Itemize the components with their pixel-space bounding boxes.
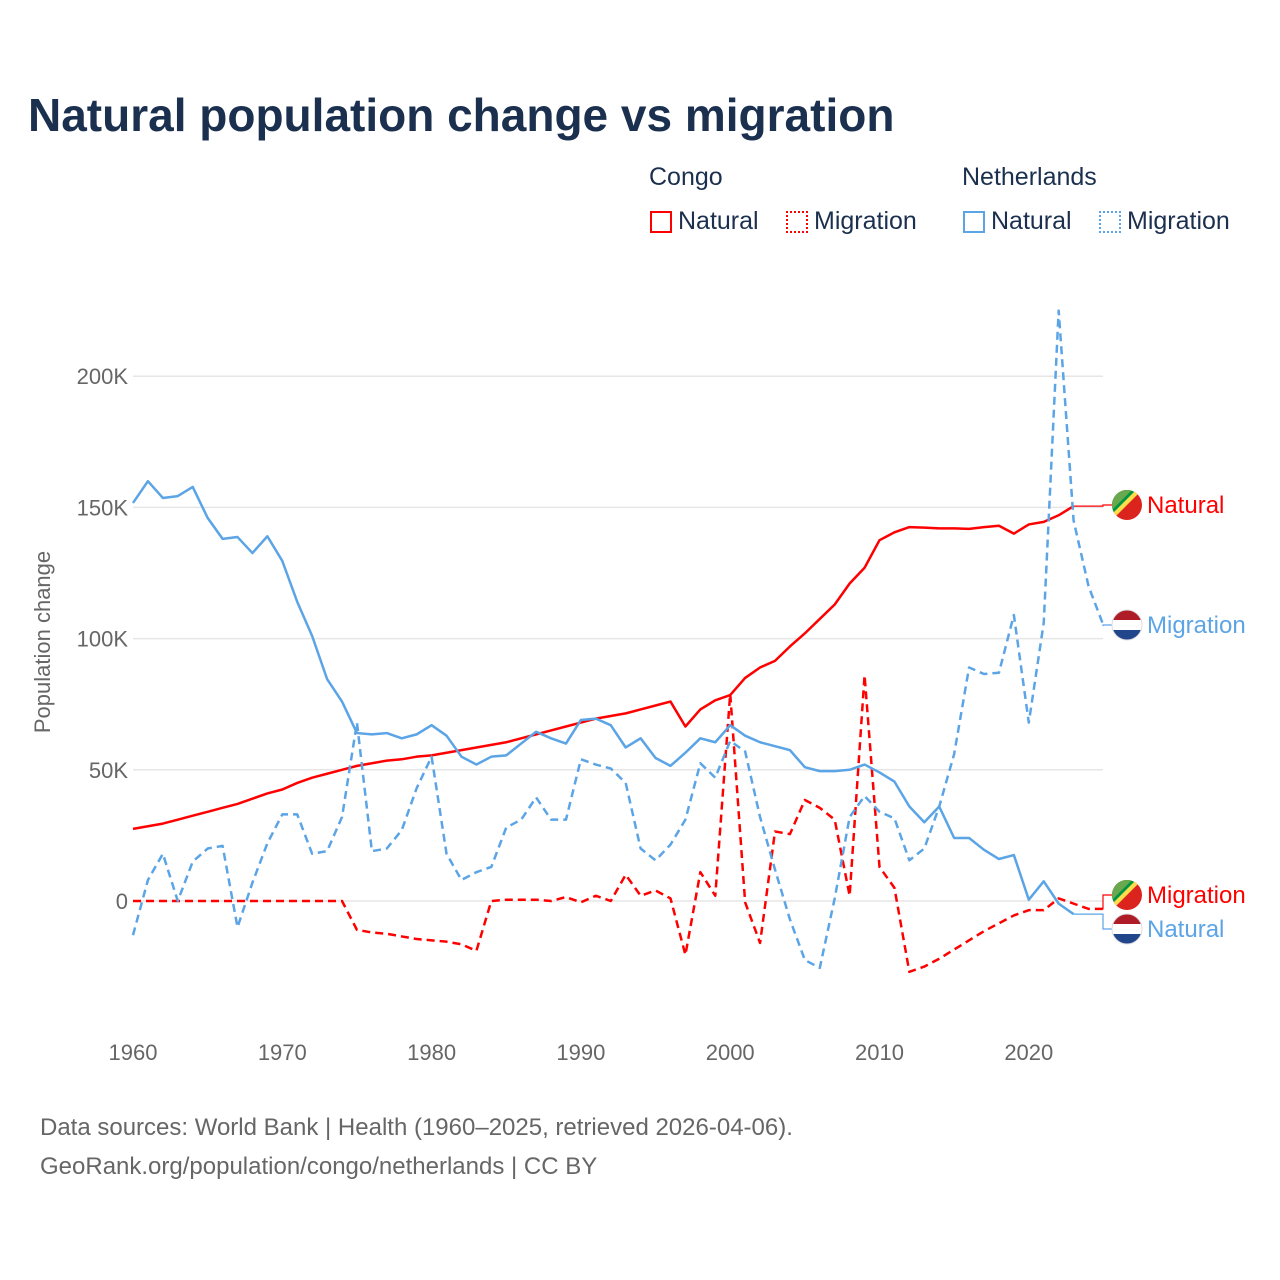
congo-flag-icon [1112, 880, 1142, 910]
legend-swatch-solid [650, 210, 672, 233]
series-line-netherlands-natural [131, 479, 1075, 916]
congo-flag-icon [1112, 490, 1142, 520]
flag-fill [1112, 490, 1142, 520]
x-tick-label: 1980 [407, 1040, 456, 1065]
y-tick-label: 0 [116, 889, 128, 914]
x-tick-label: 1990 [556, 1040, 605, 1065]
legend-swatch-solid [963, 210, 985, 233]
netherlands-flag-icon [1111, 913, 1143, 945]
legend-swatch-dotted [786, 210, 808, 233]
flag-fill [1112, 914, 1142, 944]
legend-netherlands-natural[interactable]: Natural [963, 207, 1072, 236]
legend-swatch-dotted [1099, 210, 1121, 233]
flag-green2 [1112, 490, 1133, 511]
x-tick-label: 2000 [706, 1040, 755, 1065]
label-connector [1102, 894, 1113, 910]
source-line-2[interactable]: GeoRank.org/population/congo/netherlands… [40, 1153, 598, 1180]
series-end-label: Migration [1147, 882, 1246, 909]
label-connector [1073, 504, 1113, 507]
series-end-label: Natural [1147, 916, 1224, 943]
chart-title: Natural population change vs migration [28, 89, 895, 141]
flag-fill [1112, 880, 1142, 910]
legend-label: Natural [678, 207, 759, 235]
legend-group-netherlands: Netherlands [962, 163, 1097, 191]
y-axis-label: Population change [30, 551, 55, 733]
legend-label: Natural [991, 207, 1072, 235]
flag-blue [1112, 630, 1142, 640]
y-tick-label: 200K [77, 364, 129, 389]
flag-white [1112, 620, 1142, 630]
source-line-1: Data sources: World Bank | Health (1960–… [40, 1114, 793, 1141]
legend-label: Migration [1127, 207, 1230, 235]
legend-label: Migration [814, 207, 917, 235]
y-tick-label: 100K [77, 627, 129, 652]
flag-blue [1112, 934, 1142, 944]
flag-green2 [1112, 880, 1133, 901]
flag-white [1112, 924, 1142, 934]
source-note: Data sources: World Bank | Health (1960–… [40, 1108, 793, 1186]
label-connector [1073, 913, 1113, 930]
flag-red [1112, 610, 1142, 620]
x-tick-label: 1960 [109, 1040, 158, 1065]
series-line-congo-natural [132, 505, 1075, 831]
legend-congo-natural[interactable]: Natural [650, 207, 759, 236]
legend-netherlands-migration[interactable]: Migration [1099, 207, 1230, 236]
series-line-netherlands-migration [131, 309, 1105, 970]
x-tick-label: 2020 [1004, 1040, 1053, 1065]
flag-red [1112, 914, 1142, 924]
flag-fill [1112, 610, 1142, 640]
flag-border [1111, 609, 1143, 641]
y-tick-label: 50K [89, 758, 128, 783]
series-line-congo-migration [133, 674, 1104, 974]
netherlands-flag-icon [1111, 609, 1143, 641]
legend-congo-migration[interactable]: Migration [786, 207, 917, 236]
series-end-label: Migration [1147, 612, 1246, 639]
x-tick-label: 1970 [258, 1040, 307, 1065]
flag-border [1111, 913, 1143, 945]
y-tick-label: 150K [77, 495, 129, 520]
x-tick-label: 2010 [855, 1040, 904, 1065]
legend-group-congo: Congo [649, 163, 723, 191]
series-end-label: Natural [1147, 492, 1224, 519]
